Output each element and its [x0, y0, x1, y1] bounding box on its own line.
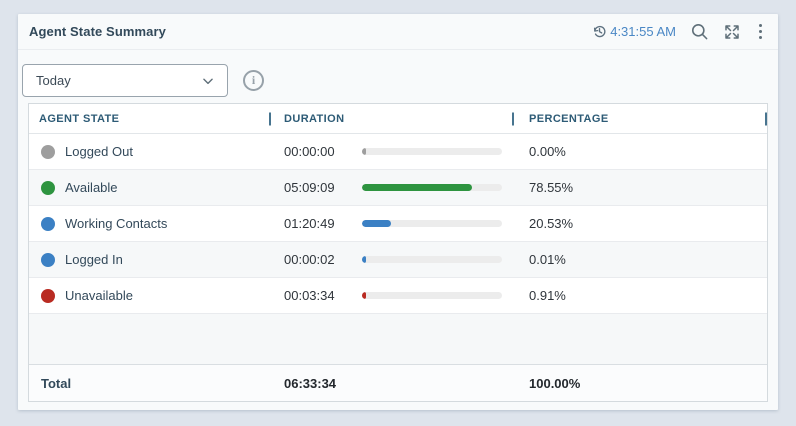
duration-bar-fill — [362, 184, 472, 191]
duration-value: 00:00:00 — [284, 144, 335, 159]
duration-value: 00:00:02 — [284, 252, 335, 267]
state-label: Logged In — [65, 252, 123, 267]
state-label: Unavailable — [65, 288, 133, 303]
duration-bar-track — [362, 184, 502, 191]
table-row: Logged In 00:00:02 0.01% — [29, 242, 767, 278]
chevron-down-icon — [201, 74, 215, 88]
percentage-value: 0.91% — [529, 288, 566, 303]
duration-bar-track — [362, 148, 502, 155]
last-refresh: 4:31:55 AM — [592, 24, 676, 39]
widget-header: Agent State Summary 4:31:55 AM — [18, 14, 778, 50]
duration-bar-track — [362, 220, 502, 227]
duration-value: 05:09:09 — [284, 180, 335, 195]
widget-controls: 4:31:55 AM — [592, 22, 766, 41]
total-percentage: 100.00% — [529, 375, 581, 391]
state-label: Working Contacts — [65, 216, 168, 231]
percentage-value: 0.01% — [529, 252, 566, 267]
state-color-dot — [41, 144, 55, 159]
widget-title: Agent State Summary — [29, 24, 166, 39]
duration-bar-fill — [362, 148, 367, 155]
percentage-value: 78.55% — [529, 180, 574, 195]
percentage-value: 0.00% — [529, 144, 566, 159]
column-header-agent-state: AGENT STATE — [39, 112, 120, 125]
duration-bar-fill — [362, 292, 367, 299]
table-row: Available 05:09:09 78.55% — [29, 170, 767, 206]
table-total-row: Total 06:33:34 100.00% — [29, 364, 767, 401]
history-clock-icon — [592, 24, 607, 39]
column-header-duration: DURATION — [269, 104, 512, 133]
total-label: Total — [41, 375, 72, 391]
expand-icon[interactable] — [723, 23, 741, 41]
state-color-dot — [41, 216, 55, 231]
state-color-dot — [41, 288, 55, 303]
table-header-row: AGENT STATE DURATION PERCENTAGE — [29, 104, 767, 134]
duration-bar-fill — [362, 256, 367, 263]
state-color-dot — [41, 180, 55, 195]
total-duration: 06:33:34 — [284, 375, 337, 391]
table-row: Unavailable 00:03:34 0.91% — [29, 278, 767, 314]
duration-bar-track — [362, 292, 502, 299]
last-refresh-time: 4:31:55 AM — [610, 24, 676, 39]
widget-toolbar: Today i — [18, 50, 778, 102]
date-range-value: Today — [36, 73, 71, 88]
search-icon[interactable] — [690, 22, 709, 41]
duration-bar-fill — [362, 220, 391, 227]
table-row: Logged Out 00:00:00 0.00% — [29, 134, 767, 170]
date-range-dropdown[interactable]: Today — [22, 64, 228, 97]
table-body: Logged Out 00:00:00 0.00% Available 05:0… — [29, 134, 767, 314]
agent-state-table: AGENT STATE DURATION PERCENTAGE Logged O… — [28, 103, 768, 402]
state-label: Logged Out — [65, 144, 133, 159]
duration-value: 00:03:34 — [284, 288, 335, 303]
table-empty-area — [29, 314, 767, 364]
duration-bar-track — [362, 256, 502, 263]
state-color-dot — [41, 252, 55, 267]
column-header-percentage: PERCENTAGE — [512, 104, 767, 133]
state-label: Available — [65, 180, 118, 195]
kebab-menu-icon[interactable] — [755, 22, 766, 41]
percentage-value: 20.53% — [529, 216, 574, 231]
table-row: Working Contacts 01:20:49 20.53% — [29, 206, 767, 242]
info-icon[interactable]: i — [243, 70, 264, 91]
duration-value: 01:20:49 — [284, 216, 335, 231]
agent-state-summary-widget: Agent State Summary 4:31:55 AM — [18, 14, 778, 410]
